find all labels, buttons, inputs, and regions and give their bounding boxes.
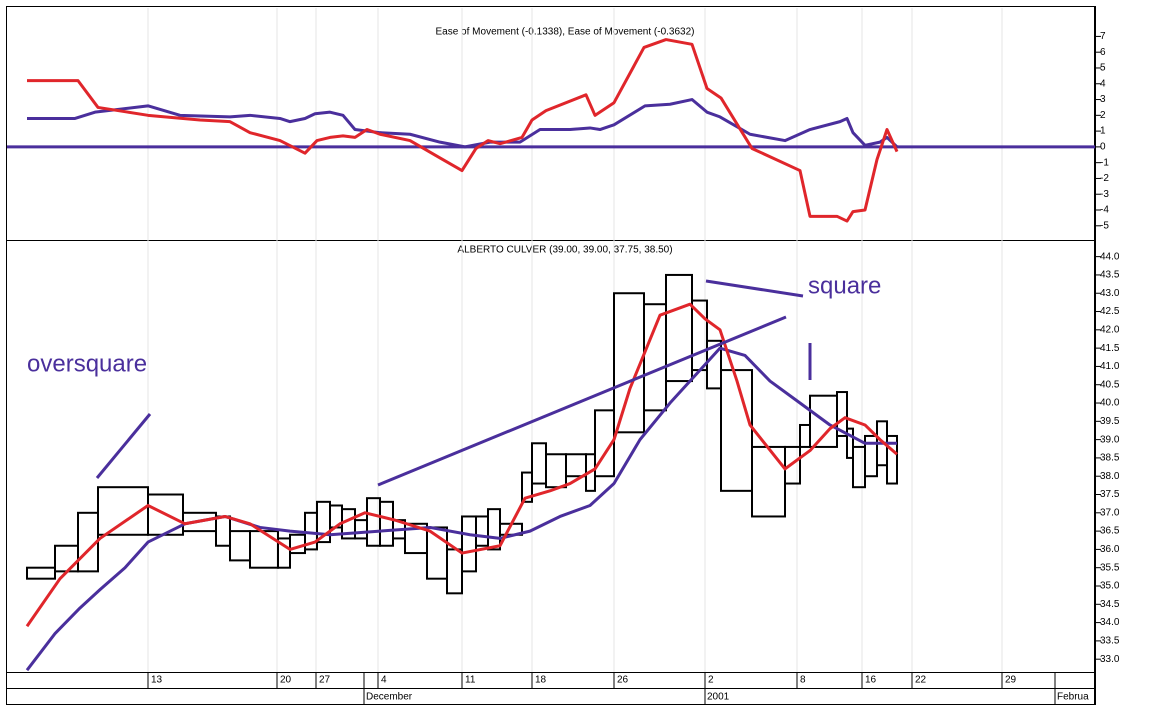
y-tick-label: 37.0 xyxy=(1100,507,1120,518)
x-tick-label: 27 xyxy=(319,675,331,686)
y-tick-label: 40.0 xyxy=(1100,398,1120,409)
volume-box xyxy=(886,434,898,485)
panel-title: Ease of Movement (-0.1338), Ease of Move… xyxy=(435,27,694,38)
y-tick-label: -5 xyxy=(1100,220,1109,231)
y-tick-label: 5 xyxy=(1100,63,1106,74)
y-tick-label: 36.0 xyxy=(1100,544,1120,555)
volume-box xyxy=(594,409,615,478)
x-tick-label: 16 xyxy=(865,675,877,686)
volume-box xyxy=(846,427,854,459)
y-tick-label: 39.5 xyxy=(1100,416,1120,427)
month-label: Februa xyxy=(1057,692,1089,703)
y-tick-label: 2 xyxy=(1100,110,1106,121)
trend-line xyxy=(95,413,152,479)
volume-box xyxy=(836,391,848,437)
y-tick-label: 35.5 xyxy=(1100,562,1120,573)
y-tick-label: 38.5 xyxy=(1100,453,1120,464)
y-tick-label: -2 xyxy=(1100,173,1109,184)
line-series xyxy=(25,302,898,628)
panel-title: ALBERTO CULVER (39.00, 39.00, 37.75, 38.… xyxy=(457,245,672,256)
y-tick-label: 33.0 xyxy=(1100,654,1120,665)
x-tick-label: 26 xyxy=(617,675,629,686)
x-tick-label: 20 xyxy=(280,675,292,686)
line-series xyxy=(27,98,899,149)
y-tick-label: 4 xyxy=(1100,78,1106,89)
y-tick-label: 35.0 xyxy=(1100,581,1120,592)
y-tick-label: 6 xyxy=(1100,47,1106,58)
y-tick-label: 44.0 xyxy=(1100,251,1120,262)
trend-line xyxy=(705,279,804,298)
volume-box xyxy=(784,445,801,485)
x-tick-label: 13 xyxy=(151,675,163,686)
y-tick-label: 33.5 xyxy=(1100,636,1120,647)
y-tick-label: 0 xyxy=(1100,142,1106,153)
x-tick-label: 18 xyxy=(535,675,547,686)
volume-box xyxy=(26,566,56,580)
x-tick-label: 29 xyxy=(1005,675,1017,686)
y-tick-label: 43.5 xyxy=(1100,270,1120,281)
y-tick-label: 42.5 xyxy=(1100,306,1120,317)
volume-box xyxy=(720,369,753,492)
trend-line xyxy=(377,315,787,487)
y-tick-label: 1 xyxy=(1100,126,1106,137)
month-label: 2001 xyxy=(707,692,730,703)
x-tick-label: 4 xyxy=(381,675,387,686)
x-tick-label: 8 xyxy=(800,675,806,686)
y-tick-label: 42.0 xyxy=(1100,324,1120,335)
y-tick-label: 43.0 xyxy=(1100,288,1120,299)
line-series xyxy=(25,346,897,672)
line-series xyxy=(27,38,899,223)
y-tick-label: 36.5 xyxy=(1100,526,1120,537)
y-tick-label: 3 xyxy=(1100,94,1106,105)
y-tick-label: 40.5 xyxy=(1100,379,1120,390)
x-tick-label: 2 xyxy=(708,675,714,686)
annotations: oversquare square xyxy=(27,272,881,487)
y-tick-label: -4 xyxy=(1100,205,1109,216)
y-tick-label: 34.0 xyxy=(1100,617,1120,628)
volume-box xyxy=(521,471,533,503)
month-label: December xyxy=(366,692,413,703)
y-tick-label: 41.5 xyxy=(1100,343,1120,354)
x-tick-label: 22 xyxy=(915,675,927,686)
y-tick-label: -1 xyxy=(1100,157,1109,168)
y-tick-label: 41.0 xyxy=(1100,361,1120,372)
y-tick-label: -3 xyxy=(1100,189,1109,200)
frame xyxy=(6,6,1095,705)
y-tick-label: 7 xyxy=(1100,31,1106,42)
annotation: oversquare xyxy=(27,350,147,377)
y-tick-label: 34.5 xyxy=(1100,599,1120,610)
y-tick-label: 38.0 xyxy=(1100,471,1120,482)
annotation: square xyxy=(808,272,881,299)
y-tick-label: 37.5 xyxy=(1100,489,1120,500)
x-tick-label: 11 xyxy=(465,675,476,686)
y-tick-label: 39.0 xyxy=(1100,434,1120,445)
